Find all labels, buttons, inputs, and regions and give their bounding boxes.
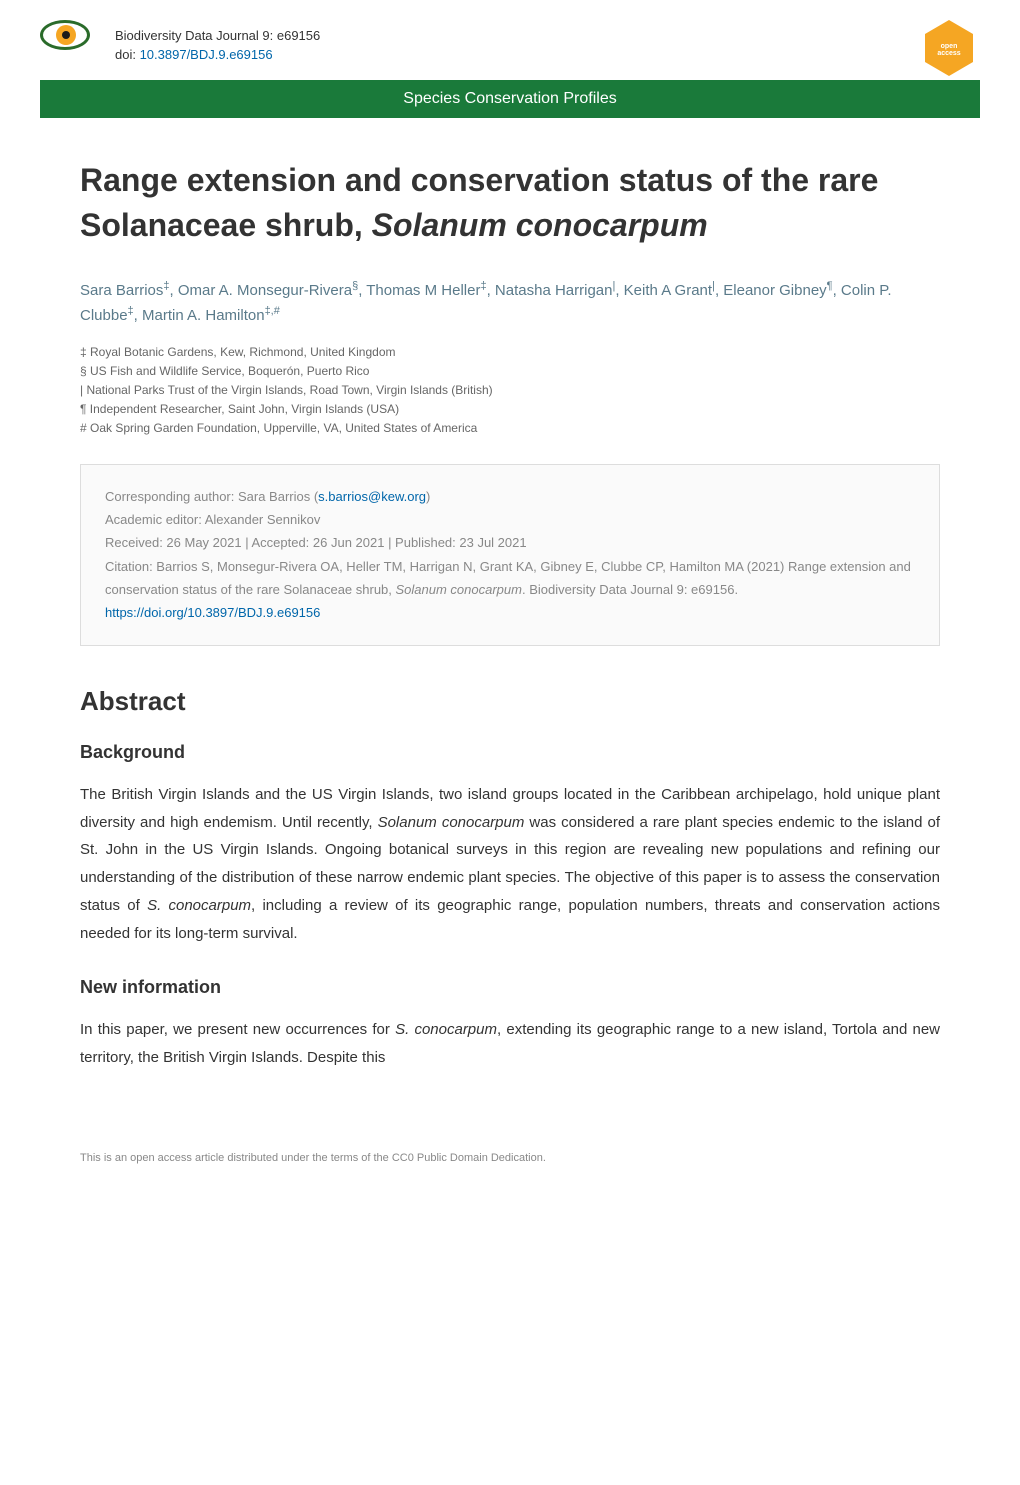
new-information-heading: New information: [80, 977, 940, 998]
citation-suffix: . Biodiversity Data Journal 9: e69156.: [522, 582, 738, 597]
article-title: Range extension and conservation status …: [80, 158, 940, 248]
journal-logo: [40, 20, 100, 70]
affiliation-line: | National Parks Trust of the Virgin Isl…: [80, 381, 940, 400]
background-paragraph: The British Virgin Islands and the US Vi…: [80, 781, 940, 948]
corresponding-label: Corresponding author: Sara Barrios (: [105, 489, 318, 504]
academic-editor-line: Academic editor: Alexander Sennikov: [105, 508, 915, 531]
authors-text: Sara Barrios‡, Omar A. Monsegur-Rivera§,…: [80, 282, 892, 324]
affiliations-block: ‡ Royal Botanic Gardens, Kew, Richmond, …: [80, 343, 940, 439]
new-information-paragraph: In this paper, we present new occurrence…: [80, 1016, 940, 1072]
title-species: Solanum conocarpum: [372, 207, 708, 243]
corresponding-close: ): [426, 489, 430, 504]
article-type-banner: Species Conservation Profiles: [40, 80, 980, 118]
doi-line: doi: 10.3897/BDJ.9.e69156: [115, 45, 320, 65]
doi-link[interactable]: 10.3897/BDJ.9.e69156: [140, 47, 273, 62]
affiliation-line: ‡ Royal Botanic Gardens, Kew, Richmond, …: [80, 343, 940, 362]
citation-doi-link[interactable]: https://doi.org/10.3897/BDJ.9.e69156: [105, 605, 320, 620]
dates-line: Received: 26 May 2021 | Accepted: 26 Jun…: [105, 531, 915, 554]
corresponding-author-line: Corresponding author: Sara Barrios (s.ba…: [105, 485, 915, 508]
journal-info: Biodiversity Data Journal 9: e69156 doi:…: [115, 26, 320, 65]
article-info-box: Corresponding author: Sara Barrios (s.ba…: [80, 464, 940, 646]
citation-block: Citation: Barrios S, Monsegur-Rivera OA,…: [105, 555, 915, 625]
newinfo-species-1: S. conocarpum: [395, 1021, 497, 1038]
abstract-heading: Abstract: [80, 686, 940, 717]
eye-icon: [40, 20, 90, 50]
open-access-logo: open access: [925, 20, 980, 75]
newinfo-text-1: In this paper, we present new occurrence…: [80, 1021, 395, 1038]
background-heading: Background: [80, 742, 940, 763]
footer-license: This is an open access article distribut…: [0, 1132, 1020, 1194]
background-species-2: S. conocarpum: [147, 897, 251, 914]
doi-label: doi:: [115, 47, 140, 62]
open-access-label: open access: [929, 43, 969, 57]
hexagon-icon: open access: [925, 34, 973, 62]
affiliation-line: # Oak Spring Garden Foundation, Uppervil…: [80, 419, 940, 438]
authors-list: Sara Barrios‡, Omar A. Monsegur-Rivera§,…: [80, 278, 940, 328]
affiliation-line: ¶ Independent Researcher, Saint John, Vi…: [80, 400, 940, 419]
header-bar: Biodiversity Data Journal 9: e69156 doi:…: [0, 0, 1020, 80]
background-species-1: Solanum conocarpum: [378, 814, 525, 831]
corresponding-email-link[interactable]: s.barrios@kew.org: [318, 489, 426, 504]
journal-citation-line: Biodiversity Data Journal 9: e69156: [115, 26, 320, 46]
main-content: Range extension and conservation status …: [0, 118, 1020, 1132]
affiliation-line: § US Fish and Wildlife Service, Boquerón…: [80, 362, 940, 381]
citation-species: Solanum conocarpum: [396, 582, 522, 597]
